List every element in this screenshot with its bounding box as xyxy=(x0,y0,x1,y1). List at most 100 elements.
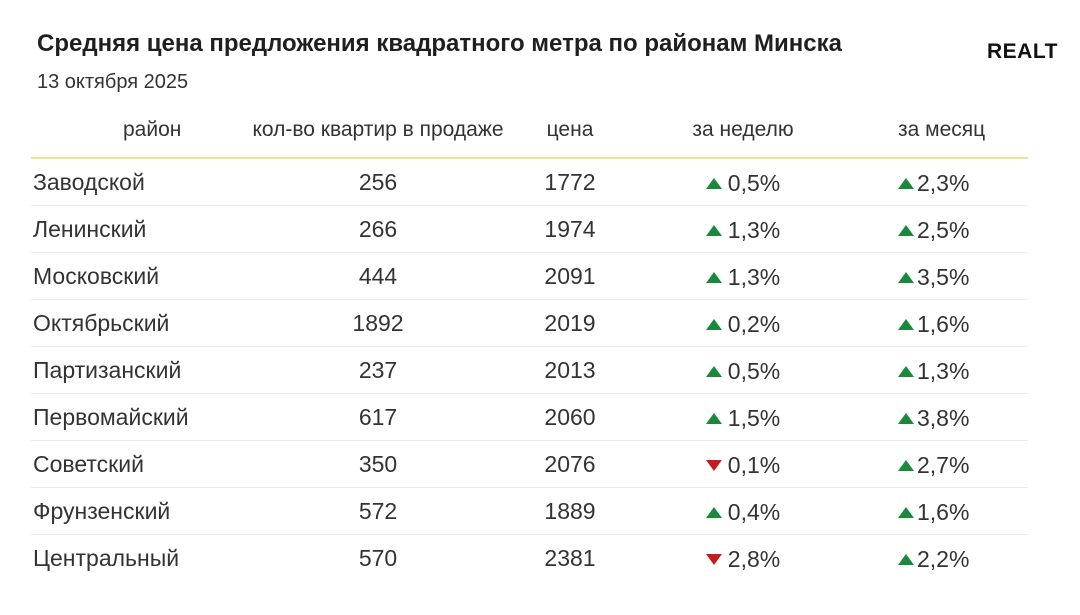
table-row: Советский 350 2076 0,1% 2,7% xyxy=(31,441,1028,488)
cell-week-change: 2,8% xyxy=(615,544,871,573)
cell-price: 2091 xyxy=(544,262,596,289)
cell-week-change-text: 0,4% xyxy=(727,498,781,525)
triangle-up-icon xyxy=(705,224,722,236)
triangle-up-icon xyxy=(705,506,722,518)
cell-district: Октябрьский xyxy=(33,309,170,336)
triangle-up-icon xyxy=(898,506,914,518)
table-row: Заводской 256 1772 0,5% 2,3% xyxy=(31,159,1028,206)
cell-month-change-value: 2,2% xyxy=(898,546,969,573)
cell-month-change-text: 3,8% xyxy=(917,404,970,431)
cell-month-change-value: 1,6% xyxy=(898,499,969,526)
triangle-up-icon xyxy=(705,271,722,283)
cell-month-change-text: 1,6% xyxy=(917,498,970,525)
cell-count: 617 xyxy=(358,403,398,430)
table-header: район кол-во квартир в продаже цена за н… xyxy=(31,103,1028,159)
cell-district: Советский xyxy=(33,450,144,477)
price-table: район кол-во квартир в продаже цена за н… xyxy=(31,103,1028,581)
cell-month-change-value: 3,8% xyxy=(898,405,969,432)
cell-month-change: 3,8% xyxy=(871,403,1028,432)
triangle-up-icon xyxy=(705,365,722,377)
table-row: Октябрьский 1892 2019 0,2% 1,6% xyxy=(31,300,1028,347)
triangle-up-icon xyxy=(898,365,914,377)
chart-date: 13 октября 2025 xyxy=(37,71,189,93)
cell-month-change: 2,3% xyxy=(871,168,1028,197)
cell-month-change: 2,2% xyxy=(871,544,1028,573)
cell-month-change-text: 3,5% xyxy=(917,263,970,290)
cell-week-change-value: 0,5% xyxy=(705,357,781,385)
header-count: кол-во квартир в продаже xyxy=(252,118,504,141)
brand-logo: REALT xyxy=(987,40,1058,63)
triangle-up-icon xyxy=(898,318,914,330)
cell-district: Ленинский xyxy=(33,215,147,242)
cell-week-change-text: 0,2% xyxy=(727,310,781,337)
cell-month-change: 1,6% xyxy=(871,497,1028,526)
cell-week-change-text: 0,5% xyxy=(727,357,781,384)
cell-price: 2381 xyxy=(544,544,596,571)
cell-count: 350 xyxy=(358,450,398,477)
cell-week-change-value: 1,3% xyxy=(705,263,781,291)
cell-count: 237 xyxy=(358,356,398,383)
table-row: Первомайский 617 2060 1,5% 3,8% xyxy=(31,394,1028,441)
table-row: Фрунзенский 572 1889 0,4% 1,6% xyxy=(31,488,1028,535)
triangle-up-icon xyxy=(898,271,914,283)
header-week: за неделю xyxy=(692,118,794,141)
cell-count: 444 xyxy=(358,262,398,289)
cell-week-change-text: 1,3% xyxy=(727,263,781,290)
cell-month-change: 2,7% xyxy=(871,450,1028,479)
triangle-up-icon xyxy=(898,459,914,471)
cell-district: Московский xyxy=(33,262,160,289)
cell-week-change: 1,3% xyxy=(615,215,871,244)
cell-district: Заводской xyxy=(33,168,145,195)
cell-count: 256 xyxy=(358,168,398,195)
cell-week-change-value: 0,2% xyxy=(705,310,781,338)
cell-price: 1772 xyxy=(544,168,596,195)
cell-week-change-value: 0,1% xyxy=(705,451,781,479)
header-price: цена xyxy=(546,118,594,141)
chart-title: Средняя цена предложения квадратного мет… xyxy=(37,30,842,57)
cell-price: 2013 xyxy=(544,356,596,383)
header-district: район xyxy=(123,118,182,141)
table-row: Московский 444 2091 1,3% 3,5% xyxy=(31,253,1028,300)
triangle-up-icon xyxy=(705,412,722,424)
cell-month-change-value: 2,3% xyxy=(898,170,969,197)
cell-week-change: 0,5% xyxy=(615,356,871,385)
cell-price: 2019 xyxy=(544,309,596,336)
cell-week-change: 1,5% xyxy=(615,403,871,432)
cell-price: 2076 xyxy=(544,450,596,477)
cell-week-change: 0,5% xyxy=(615,168,871,197)
cell-month-change-text: 1,3% xyxy=(917,357,970,384)
cell-month-change: 1,3% xyxy=(871,356,1028,385)
table-row: Центральный 570 2381 2,8% 2,2% xyxy=(31,535,1028,581)
cell-week-change-value: 0,4% xyxy=(705,498,781,526)
cell-month-change-value: 1,3% xyxy=(898,358,969,385)
triangle-up-icon xyxy=(705,318,722,330)
triangle-down-icon xyxy=(705,459,722,471)
cell-week-change: 0,1% xyxy=(615,450,871,479)
cell-district: Центральный xyxy=(33,544,180,571)
cell-price: 1889 xyxy=(544,497,596,524)
triangle-up-icon xyxy=(898,553,914,565)
cell-week-change-text: 1,5% xyxy=(727,404,781,431)
cell-week-change-text: 0,1% xyxy=(727,451,781,478)
cell-month-change-text: 2,7% xyxy=(917,451,970,478)
cell-count: 1892 xyxy=(352,309,404,336)
cell-week-change-value: 1,5% xyxy=(705,404,781,432)
cell-district: Фрунзенский xyxy=(33,497,171,524)
triangle-up-icon xyxy=(898,412,914,424)
cell-month-change-text: 2,2% xyxy=(917,545,970,572)
cell-month-change-value: 2,7% xyxy=(898,452,969,479)
table-body: Заводской 256 1772 0,5% 2,3% Ленинский 266 1974… xyxy=(31,159,1028,581)
cell-month-change-text: 2,5% xyxy=(917,216,970,243)
cell-count: 570 xyxy=(358,544,398,571)
cell-month-change-value: 2,5% xyxy=(898,217,969,244)
cell-price: 2060 xyxy=(544,403,596,430)
cell-week-change-value: 2,8% xyxy=(705,546,780,573)
cell-count: 572 xyxy=(358,497,398,524)
cell-week-change: 0,2% xyxy=(615,309,871,338)
table-row: Партизанский 237 2013 0,5% 1,3% xyxy=(31,347,1028,394)
header-month: за месяц xyxy=(898,118,986,141)
cell-week-change: 1,3% xyxy=(615,262,871,291)
cell-district: Партизанский xyxy=(33,356,182,383)
cell-price: 1974 xyxy=(544,215,596,242)
triangle-down-icon xyxy=(705,553,722,565)
